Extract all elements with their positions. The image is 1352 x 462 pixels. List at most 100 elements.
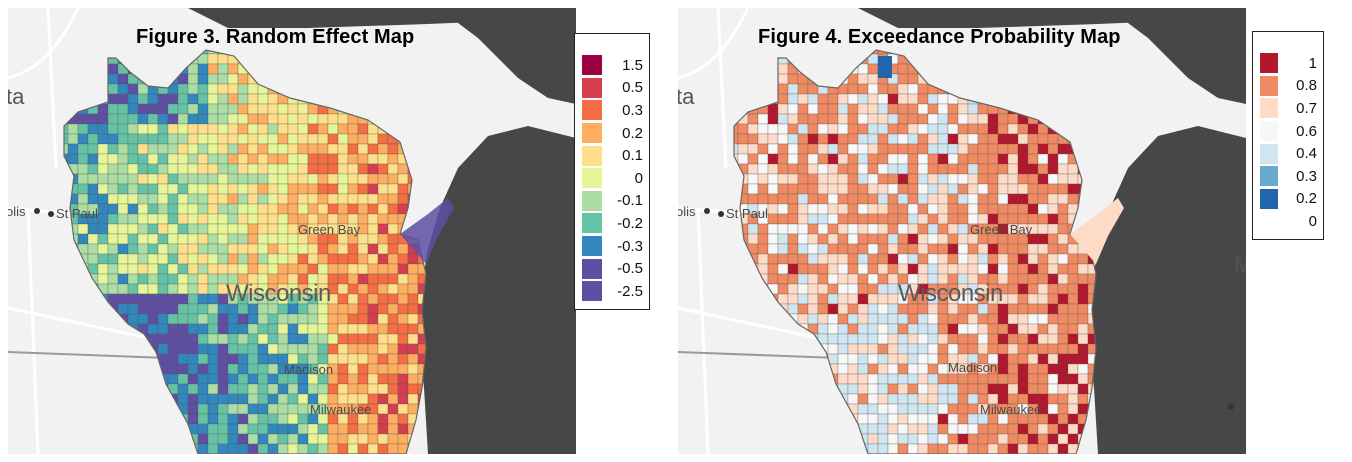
county-cell	[157, 263, 169, 275]
county-cell	[1067, 433, 1079, 445]
county-cell	[887, 133, 899, 145]
county-cell	[107, 403, 119, 415]
county-cell	[847, 183, 859, 195]
county-cell	[317, 423, 329, 435]
county-cell	[897, 373, 909, 385]
county-cell	[857, 313, 869, 325]
county-cell	[867, 253, 879, 265]
county-cell	[867, 73, 879, 85]
county-cell	[737, 63, 749, 75]
county-cell	[857, 213, 869, 225]
county-cell	[887, 383, 899, 395]
county-cell	[817, 63, 829, 75]
county-cell	[737, 263, 749, 275]
county-cell	[867, 433, 879, 445]
legend-label: 0.3	[622, 101, 643, 119]
county-cell	[357, 293, 369, 305]
county-cell	[847, 193, 859, 205]
county-cell	[757, 83, 769, 95]
county-cell	[867, 163, 879, 175]
county-cell	[227, 413, 239, 425]
county-cell	[377, 253, 389, 265]
county-cell	[897, 233, 909, 245]
county-cell	[797, 73, 809, 85]
county-cell	[817, 93, 829, 105]
county-cell	[1077, 343, 1089, 355]
county-cell	[917, 393, 929, 405]
county-cell	[967, 413, 979, 425]
county-cell	[277, 63, 289, 75]
county-cell	[107, 103, 119, 115]
county-cell	[327, 183, 339, 195]
county-cell	[734, 443, 739, 454]
county-cell	[397, 333, 409, 345]
county-cell	[277, 163, 289, 175]
county-cell	[337, 313, 349, 325]
county-cell	[127, 423, 139, 435]
county-cell	[1017, 303, 1029, 315]
county-cell	[1077, 383, 1089, 395]
county-cell	[997, 113, 1009, 125]
county-cell	[377, 313, 389, 325]
county-cell	[847, 103, 859, 115]
county-cell	[897, 313, 909, 325]
county-cell	[147, 293, 159, 305]
county-cell	[347, 443, 359, 454]
county-cell	[1037, 153, 1049, 165]
county-cell	[97, 203, 109, 215]
county-cell	[807, 93, 819, 105]
county-cell	[267, 383, 279, 395]
county-cell	[1087, 153, 1096, 165]
county-cell	[1047, 253, 1059, 265]
county-cell	[87, 363, 99, 375]
county-cell	[947, 443, 959, 454]
county-cell	[347, 263, 359, 275]
county-cell	[297, 393, 309, 405]
county-cell	[747, 433, 759, 445]
county-cell	[428, 144, 438, 154]
county-cell	[297, 423, 309, 435]
county-cell	[1037, 173, 1049, 185]
county-cell	[177, 313, 189, 325]
county-cell	[734, 283, 739, 295]
county-cell	[907, 123, 919, 135]
county-cell	[217, 343, 229, 355]
county-cell	[217, 413, 229, 425]
county-cell	[1007, 113, 1019, 125]
county-cell	[337, 93, 349, 105]
county-cell	[1067, 73, 1079, 85]
county-cell	[367, 353, 379, 365]
county-cell	[247, 443, 259, 454]
county-cell	[407, 393, 419, 405]
county-cell	[1087, 193, 1096, 205]
county-cell	[847, 83, 859, 95]
county-cell	[64, 323, 69, 335]
county-cell	[67, 123, 79, 135]
county-cell	[97, 50, 109, 55]
county-cell	[247, 263, 259, 275]
county-cell	[367, 193, 379, 205]
county-cell	[237, 373, 249, 385]
county-cell	[428, 64, 438, 74]
county-cell	[337, 303, 349, 315]
county-cell	[137, 223, 149, 235]
county-cell	[1077, 113, 1089, 125]
county-cell	[247, 113, 259, 125]
county-cell	[827, 253, 839, 265]
county-cell	[347, 283, 359, 295]
county-cell	[77, 293, 89, 305]
county-cell	[827, 233, 839, 245]
minneapolis-dot	[34, 208, 40, 214]
county-cell	[207, 393, 219, 405]
county-cell	[227, 443, 239, 454]
county-cell	[857, 173, 869, 185]
county-cell	[177, 253, 189, 265]
county-cell	[957, 63, 969, 75]
county-cell	[187, 373, 199, 385]
county-cell	[1057, 333, 1069, 345]
county-cell	[257, 173, 269, 185]
county-cell	[237, 423, 249, 435]
county-cell	[887, 93, 899, 105]
county-cell	[737, 73, 749, 85]
county-cell	[157, 403, 169, 415]
